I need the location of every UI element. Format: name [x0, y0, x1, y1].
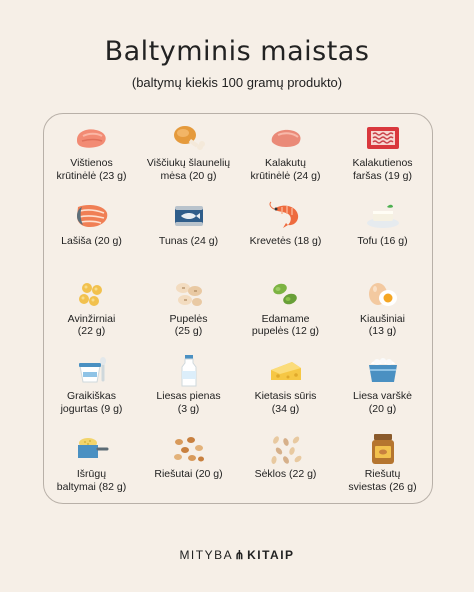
food-item: Krevetės (18 g): [237, 191, 334, 269]
chicken-leg-icon: [169, 121, 209, 155]
beans-icon: [169, 277, 209, 311]
food-label: Kalakutienos faršas (19 g): [352, 157, 413, 182]
food-label: Kietasis sūris (34 g): [254, 390, 317, 415]
food-item: Riešutų sviestas (26 g): [334, 424, 431, 502]
food-label: Vištienos krūtinėlė (23 g): [56, 157, 127, 182]
page-title: Baltyminis maistas: [104, 36, 370, 67]
food-label: Krevetės (18 g): [249, 234, 322, 247]
logo-text-left: MITYBA: [179, 548, 234, 562]
tuna-can-icon: [169, 199, 209, 233]
tofu-icon: [363, 199, 403, 233]
food-label: Graikiškas jogurtas (9 g): [60, 390, 123, 415]
minced-meat-icon: [363, 121, 403, 155]
food-grid: Vištienos krūtinėlė (23 g) Viščiukų šlau…: [43, 113, 431, 502]
nuts-icon: [169, 432, 209, 466]
food-item: Vištienos krūtinėlė (23 g): [43, 113, 140, 191]
food-label: Riešutai (20 g): [154, 468, 223, 481]
food-item: Riešutai (20 g): [140, 424, 237, 502]
food-item: Graikiškas jogurtas (9 g): [43, 346, 140, 424]
food-item: Kiaušiniai (13 g): [334, 269, 431, 347]
logo-text-right: KITAIP: [247, 548, 295, 562]
page-subtitle: (baltymų kiekis 100 gramų produkto): [131, 75, 343, 90]
food-label: Tofu (16 g): [357, 234, 408, 247]
chicken-breast-icon: [72, 121, 112, 155]
food-label: Lašiša (20 g): [61, 234, 122, 247]
food-item: Sėklos (22 g): [237, 424, 334, 502]
food-card: [43, 113, 433, 504]
food-item: Pupelės (25 g): [140, 269, 237, 347]
milk-bottle-icon: [169, 354, 209, 388]
yogurt-icon: [72, 354, 112, 388]
food-label: Išrūgų baltymai (82 g): [56, 468, 127, 493]
food-item: Kietasis sūris (34 g): [237, 346, 334, 424]
food-item: Tunas (24 g): [140, 191, 237, 269]
seeds-icon: [266, 432, 306, 466]
edamame-icon: [266, 277, 306, 311]
fork-icon: ⋔: [234, 548, 246, 562]
food-label: Liesa varškė (20 g): [353, 390, 412, 415]
cheese-icon: [266, 354, 306, 388]
food-label: Liesas pienas (3 g): [156, 390, 221, 415]
turkey-breast-icon: [266, 121, 306, 155]
chickpeas-icon: [72, 277, 112, 311]
food-item: Viščiukų šlaunelių mėsa (20 g): [140, 113, 237, 191]
shrimp-icon: [266, 199, 306, 233]
peanut-butter-icon: [363, 432, 403, 466]
food-label: Avinžirniai (22 g): [67, 312, 116, 338]
food-label: Sėklos (22 g): [254, 468, 317, 481]
food-label: Edamame pupelės (12 g): [251, 312, 320, 338]
food-label: Kiaušiniai (13 g): [360, 312, 405, 338]
salmon-icon: [72, 199, 112, 233]
eggs-icon: [363, 277, 403, 311]
cottage-cheese-icon: [363, 354, 403, 388]
food-label: Riešutų sviestas (26 g): [348, 468, 417, 493]
food-label: Viščiukų šlaunelių mėsa (20 g): [146, 157, 231, 182]
food-label: Kalakutų krūtinėlė (24 g): [250, 157, 321, 182]
whey-protein-icon: [72, 432, 112, 466]
food-item: Lašiša (20 g): [43, 191, 140, 269]
brand-logo: MITYBA⋔KITAIP: [0, 548, 474, 562]
food-item: Tofu (16 g): [334, 191, 431, 269]
food-item: Išrūgų baltymai (82 g): [43, 424, 140, 502]
food-label: Tunas (24 g): [158, 234, 219, 247]
food-item: Liesas pienas (3 g): [140, 346, 237, 424]
food-item: Edamame pupelės (12 g): [237, 269, 334, 347]
food-item: Avinžirniai (22 g): [43, 269, 140, 347]
food-item: Kalakutienos faršas (19 g): [334, 113, 431, 191]
food-item: Kalakutų krūtinėlė (24 g): [237, 113, 334, 191]
food-label: Pupelės (25 g): [169, 312, 208, 338]
food-item: Liesa varškė (20 g): [334, 346, 431, 424]
